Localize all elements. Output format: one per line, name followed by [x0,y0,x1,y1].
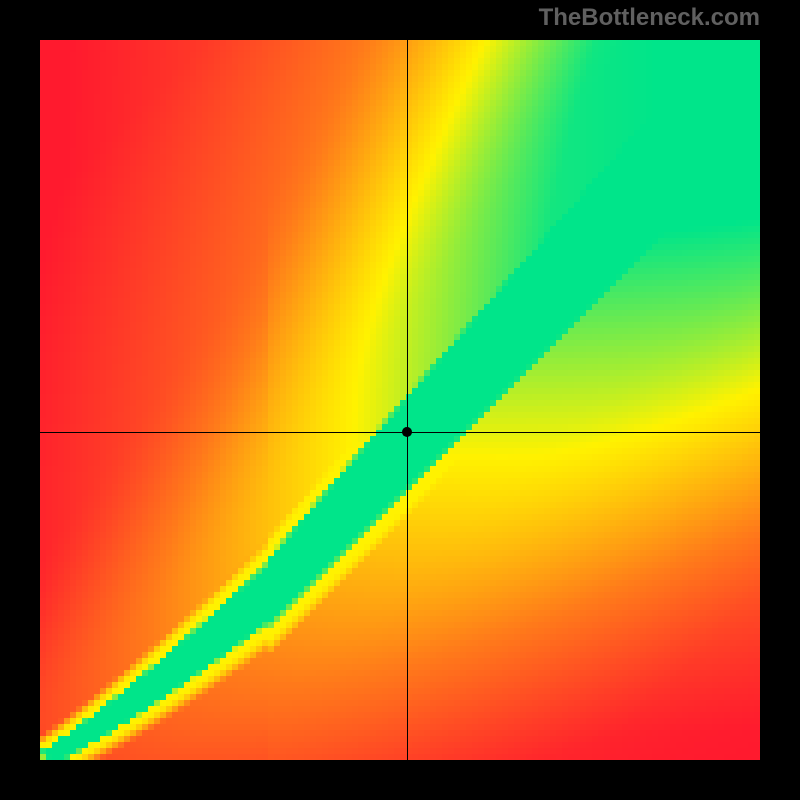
heatmap-canvas [40,40,760,760]
crosshair-horizontal [40,432,760,433]
chart-container: TheBottleneck.com [0,0,800,800]
heatmap-plot [40,40,760,760]
crosshair-vertical [407,40,408,760]
crosshair-marker [401,426,413,438]
watermark-label: TheBottleneck.com [539,4,760,32]
